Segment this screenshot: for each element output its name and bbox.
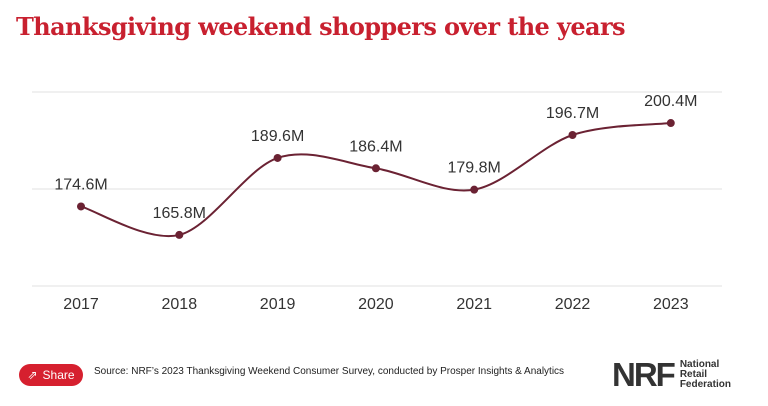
line-chart: 174.6M 2017 165.8M 2018 189.6M 2019 186.4M 2020… [32,91,722,313]
data-point [666,119,675,128]
share-label: Share [42,368,75,382]
share-button[interactable]: ⇗ Share [19,364,83,386]
x-tick-label: 2021 [456,296,492,313]
logo-line: National [679,358,720,370]
share-icon: ⇗ [27,368,38,382]
data-point [273,153,282,162]
data-label: 186.4M [349,138,402,155]
data-label: 196.7M [546,105,599,122]
data-label: 174.6M [54,176,107,193]
data-label: 200.4M [644,93,697,110]
data-point [175,230,184,239]
x-tick-label: 2020 [358,296,394,313]
x-tick-label: 2018 [162,296,198,313]
data-label: 165.8M [153,205,206,222]
logo-line: Retail [679,368,708,380]
x-tick-label: 2023 [653,296,689,313]
data-point [568,131,577,140]
logo-mark: NRF [612,356,676,393]
data-label: 189.6M [251,128,304,145]
data-point [470,185,479,194]
data-label: 179.8M [448,160,501,177]
data-point [77,202,85,211]
data-point [371,164,380,173]
logo-line: Federation [679,378,731,390]
chart-title: Thanksgiving weekend shoppers over the y… [16,12,626,41]
source-note: Source: NRF’s 2023 Thanksgiving Weekend … [94,366,565,377]
x-tick-label: 2017 [63,296,99,313]
nrf-logo: NRF National Retail Federation [612,358,731,391]
x-tick-label: 2022 [555,296,591,313]
x-tick-label: 2019 [260,296,296,313]
